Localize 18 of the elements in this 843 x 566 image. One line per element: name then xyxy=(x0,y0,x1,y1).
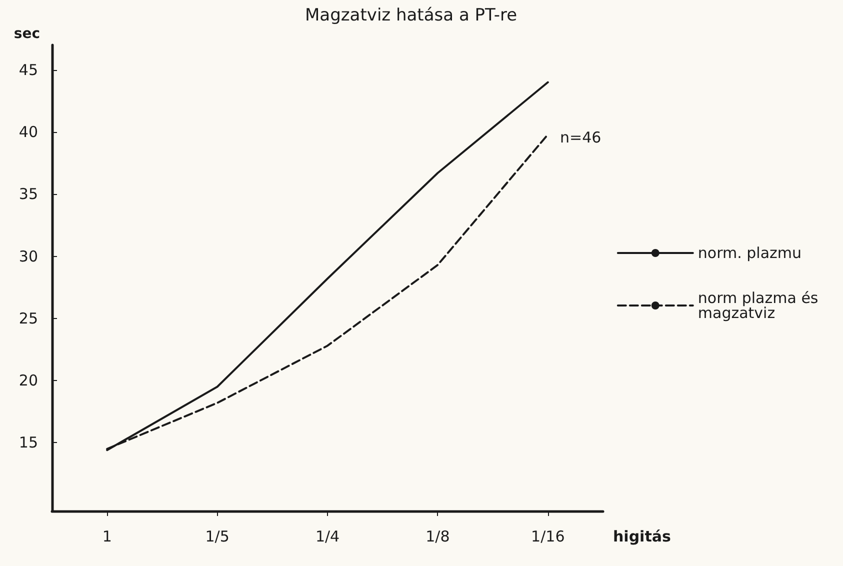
y-tick-label: 35 xyxy=(18,185,38,204)
y-tick-label: 30 xyxy=(18,247,38,266)
x-tick-label: 1/8 xyxy=(426,528,450,546)
x-tick-label: 1 xyxy=(102,528,112,546)
y-tick-label: 45 xyxy=(18,60,38,79)
y-tick-label: 20 xyxy=(18,372,38,390)
annotation: n=46 xyxy=(560,128,602,146)
y-tick-label: 40 xyxy=(18,122,38,141)
y-tick-label: 25 xyxy=(18,309,38,328)
y-axis-title: sec xyxy=(14,26,40,42)
y-tick-label: 15 xyxy=(18,434,38,452)
x-axis-title: higitás xyxy=(613,528,671,546)
legend-label: norm plazma és magzatviz xyxy=(698,289,824,322)
x-tick-label: 1/16 xyxy=(531,528,565,546)
chart-title: Magzatviz hatása a PT-re xyxy=(305,6,518,26)
x-tick-label: 1/4 xyxy=(315,528,340,546)
x-tick-label: 1/5 xyxy=(205,528,230,546)
legend-label: norm. plazmu xyxy=(698,244,802,262)
